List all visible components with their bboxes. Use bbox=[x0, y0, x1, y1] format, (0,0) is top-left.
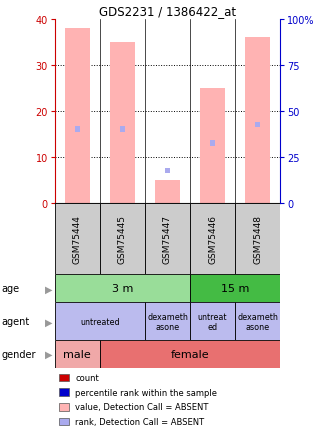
Text: dexameth
asone: dexameth asone bbox=[237, 312, 278, 331]
Bar bbox=[255, 122, 260, 128]
Bar bbox=[190, 302, 235, 340]
Bar bbox=[110, 43, 135, 203]
Bar bbox=[59, 418, 69, 425]
Bar bbox=[245, 38, 270, 203]
Text: male: male bbox=[64, 349, 91, 359]
Text: ▶: ▶ bbox=[45, 316, 52, 326]
Bar bbox=[190, 275, 280, 302]
Text: GSM75444: GSM75444 bbox=[73, 215, 82, 263]
Text: count: count bbox=[75, 373, 99, 382]
Bar bbox=[100, 340, 280, 368]
Text: GSM75447: GSM75447 bbox=[163, 215, 172, 263]
Title: GDS2231 / 1386422_at: GDS2231 / 1386422_at bbox=[99, 5, 236, 18]
Text: GSM75448: GSM75448 bbox=[253, 215, 262, 263]
Text: value, Detection Call = ABSENT: value, Detection Call = ABSENT bbox=[75, 403, 208, 411]
Text: GSM75445: GSM75445 bbox=[118, 215, 127, 263]
Bar bbox=[165, 168, 170, 174]
Bar bbox=[190, 203, 235, 275]
Bar bbox=[74, 127, 80, 132]
Text: agent: agent bbox=[2, 316, 30, 326]
Bar bbox=[55, 203, 100, 275]
Bar bbox=[55, 275, 190, 302]
Bar bbox=[200, 89, 225, 203]
Text: age: age bbox=[2, 284, 20, 294]
Bar bbox=[120, 127, 125, 132]
Bar bbox=[59, 374, 69, 381]
Bar bbox=[235, 302, 280, 340]
Text: 3 m: 3 m bbox=[112, 284, 133, 294]
Bar bbox=[55, 340, 100, 368]
Bar bbox=[210, 141, 215, 146]
Text: untreat
ed: untreat ed bbox=[198, 312, 227, 331]
Text: ▶: ▶ bbox=[45, 284, 52, 294]
Text: dexameth
asone: dexameth asone bbox=[147, 312, 188, 331]
Text: percentile rank within the sample: percentile rank within the sample bbox=[75, 388, 217, 397]
Bar bbox=[100, 203, 145, 275]
Bar bbox=[155, 181, 180, 203]
Text: gender: gender bbox=[2, 349, 36, 359]
Text: rank, Detection Call = ABSENT: rank, Detection Call = ABSENT bbox=[75, 417, 204, 426]
Text: female: female bbox=[171, 349, 209, 359]
Bar bbox=[235, 203, 280, 275]
Bar bbox=[145, 203, 190, 275]
Bar bbox=[55, 302, 145, 340]
Bar bbox=[59, 388, 69, 396]
Text: 15 m: 15 m bbox=[221, 284, 249, 294]
Text: ▶: ▶ bbox=[45, 349, 52, 359]
Bar bbox=[59, 403, 69, 411]
Bar bbox=[65, 29, 90, 203]
Text: untreated: untreated bbox=[80, 317, 120, 326]
Bar bbox=[145, 302, 190, 340]
Text: GSM75446: GSM75446 bbox=[208, 215, 217, 263]
